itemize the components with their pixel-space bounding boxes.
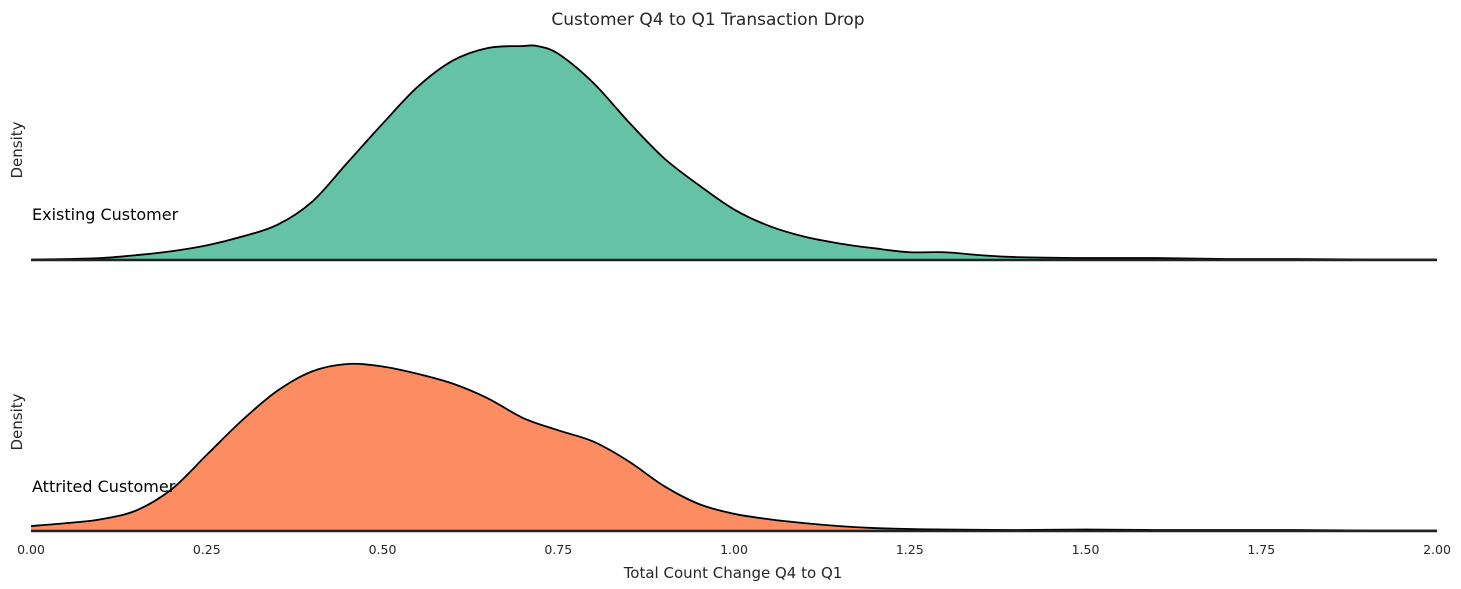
x-tick-label: 0.25 (193, 542, 221, 557)
x-tick-label: 2.00 (1423, 542, 1451, 557)
x-axis-label: Total Count Change Q4 to Q1 (623, 564, 843, 582)
x-tick-label: 0.50 (369, 542, 397, 557)
density-curve (30, 44, 1438, 261)
y-axis-label: Density (8, 121, 26, 178)
x-tick-label: 1.75 (1247, 542, 1275, 557)
density-curve (30, 362, 1438, 532)
density-area (31, 363, 1437, 531)
series-label: Existing Customer (32, 205, 179, 224)
x-axis-ticks: 0.00 0.25 0.50 0.75 1.00 1.25 1.50 1.75 2.00 (17, 542, 1451, 557)
x-tick-label: 0.00 (17, 542, 45, 557)
ridge-panel: Existing Customer Density (8, 44, 1438, 262)
x-tick-label: 1.25 (896, 542, 924, 557)
x-tick-label: 1.50 (1072, 542, 1100, 557)
ridge-panel: Attrited Customer Density (8, 362, 1438, 533)
x-tick-label: 0.75 (544, 542, 572, 557)
x-tick-label: 1.00 (720, 542, 748, 557)
y-axis-label: Density (8, 393, 26, 450)
chart-title: Customer Q4 to Q1 Transaction Drop (551, 10, 864, 30)
density-area (31, 45, 1437, 260)
series-label: Attrited Customer (32, 477, 176, 496)
